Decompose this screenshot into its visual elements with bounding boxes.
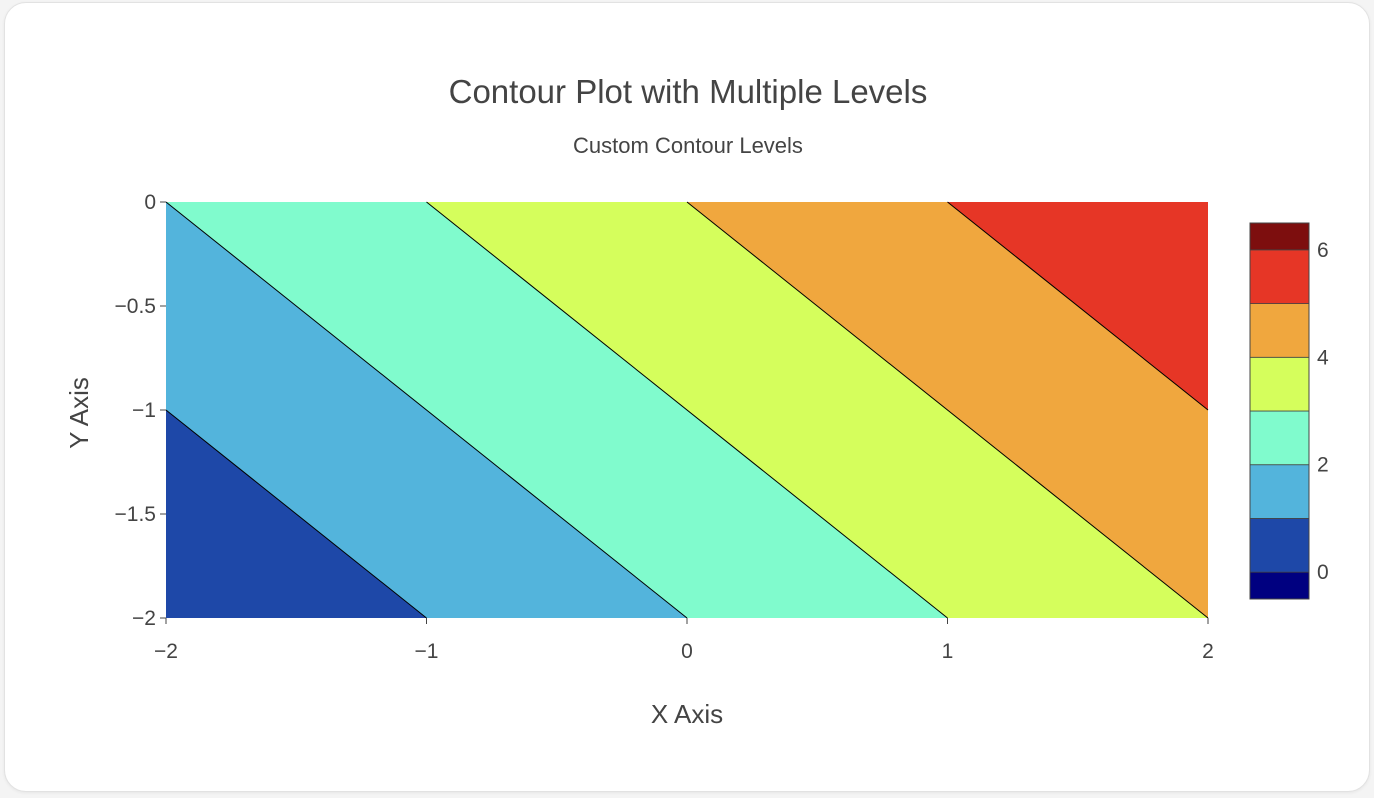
colorbar-tick-label: 0 <box>1317 561 1329 584</box>
contour-line-3 <box>426 201 948 619</box>
colorbar-segment-2 <box>1249 464 1310 519</box>
colorbar-segment-0 <box>1249 571 1310 600</box>
x-tick-label: 0 <box>681 640 693 663</box>
colorbar-segment-5 <box>1249 303 1310 358</box>
contour-line-1 <box>165 409 427 619</box>
colorbar-segment-3 <box>1249 410 1310 466</box>
x-tick-label: −2 <box>154 640 178 663</box>
colorbar-segment-1 <box>1249 518 1310 573</box>
x-axis: −2 −1 0 1 2 <box>154 618 1214 663</box>
y-tick-label: −2 <box>132 607 156 630</box>
x-tick-label: 2 <box>1202 640 1214 663</box>
x-tick-label: −1 <box>415 640 439 663</box>
colorbar: 0 2 4 6 <box>1249 222 1329 600</box>
contour-chart: Contour Plot with Multiple Levels Custom… <box>64 73 1329 729</box>
colorbar-segment-7 <box>1249 222 1310 251</box>
contour-line-5 <box>947 201 1209 411</box>
colorbar-tick-label: 6 <box>1317 239 1329 262</box>
chart-card: Contour Plot with Multiple Levels Custom… <box>4 2 1370 792</box>
colorbar-tick-label: 4 <box>1317 346 1329 369</box>
contour-band-4 <box>426 202 1208 618</box>
colorbar-outline <box>1249 222 1310 600</box>
x-tick-label: 1 <box>942 640 954 663</box>
contour-line-2 <box>165 201 688 619</box>
contour-band-3 <box>166 202 948 618</box>
colorbar-segment-6 <box>1249 249 1310 304</box>
y-tick-label: 0 <box>144 191 156 214</box>
y-tick-label: −0.5 <box>115 295 156 318</box>
y-tick-label: −1 <box>132 399 156 422</box>
contour-lines <box>165 201 1209 619</box>
plot-area <box>165 201 1209 619</box>
y-tick-label: −1.5 <box>115 503 156 526</box>
colorbar-tick-label: 2 <box>1317 454 1329 477</box>
contour-line-4 <box>686 201 1209 619</box>
x-axis-title: X Axis <box>651 699 723 729</box>
y-axis-title: Y Axis <box>64 377 94 449</box>
colorbar-segment-4 <box>1249 356 1310 412</box>
chart-title: Contour Plot with Multiple Levels <box>449 73 928 110</box>
chart-subtitle: Custom Contour Levels <box>573 133 803 158</box>
y-axis: 0 −0.5 −1 −1.5 −2 <box>115 191 166 630</box>
